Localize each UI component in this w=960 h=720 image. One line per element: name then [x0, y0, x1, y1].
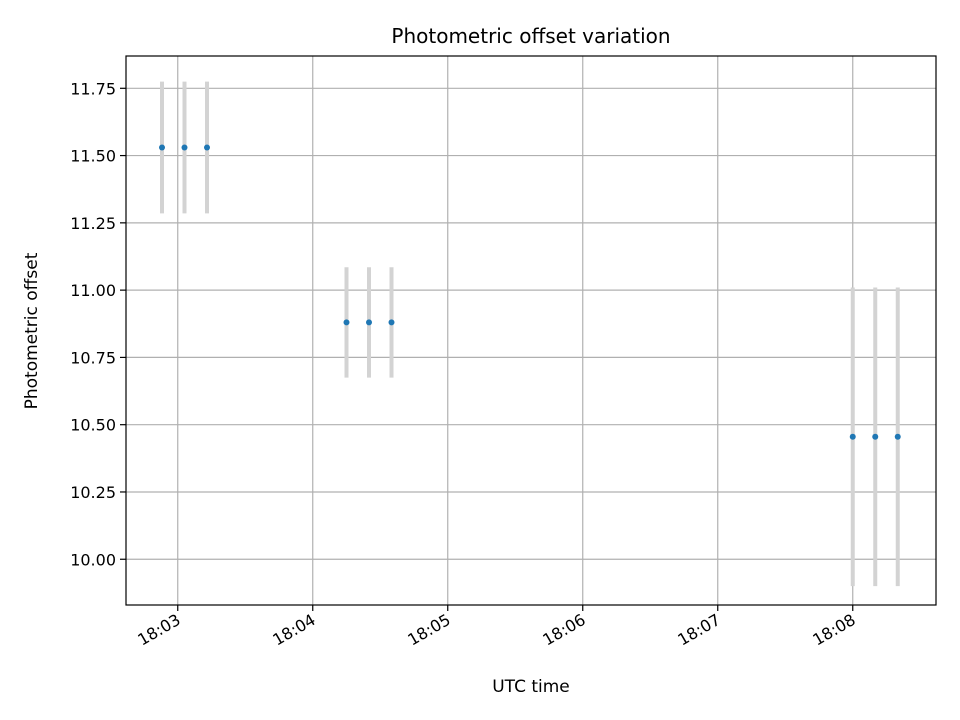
grid [126, 56, 936, 605]
errorbars [160, 81, 900, 587]
y-tick-label: 11.25 [70, 214, 116, 233]
data-point [872, 433, 879, 440]
chart-title: Photometric offset variation [391, 24, 670, 48]
plot-area-frame [125, 55, 937, 606]
x-tick-label: 18:08 [809, 610, 858, 650]
data-point [894, 433, 901, 440]
data-point [849, 433, 856, 440]
y-axis-label: Photometric offset [22, 252, 42, 409]
y-tick-label: 10.25 [70, 483, 116, 502]
x-tick-label: 18:07 [674, 610, 723, 650]
x-axis-label: UTC time [492, 677, 570, 697]
y-tick-label: 10.50 [70, 416, 116, 435]
data-point [181, 144, 188, 151]
data-point [343, 319, 350, 326]
x-tick-label: 18:03 [134, 610, 183, 650]
data-point [159, 144, 165, 151]
x-tick-label: 18:04 [269, 610, 318, 650]
y-tick-label: 11.50 [70, 147, 116, 166]
y-tick-label: 10.75 [70, 348, 116, 367]
data-point [388, 319, 395, 326]
y-tick-label: 11.00 [70, 281, 116, 300]
x-tick-label: 18:06 [539, 610, 588, 650]
data-point [366, 319, 372, 326]
x-tick-label: 18:05 [404, 610, 453, 650]
axis-ticks: 18:03 18:04 18:05 18:06 18:07 18:08 10.00 10.25… [70, 79, 859, 649]
data-points [159, 144, 901, 440]
y-tick-label: 11.75 [70, 79, 116, 98]
y-tick-label: 10.00 [70, 550, 116, 569]
data-point [204, 144, 210, 151]
